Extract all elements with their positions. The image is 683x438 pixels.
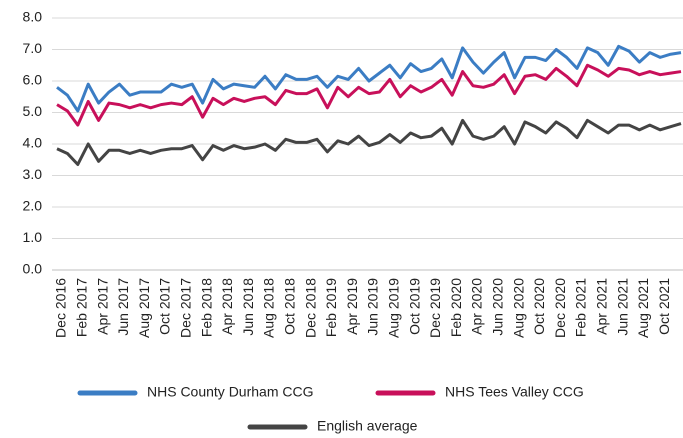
y-tick-label: 7.0 (23, 40, 43, 56)
y-tick-label: 0.0 (23, 261, 43, 277)
x-tick-label: Apr 2019 (344, 278, 360, 335)
x-tick-label: Aug 2021 (635, 278, 651, 338)
x-tick-label: Aug 2020 (510, 278, 526, 338)
x-tick-label: Oct 2019 (406, 278, 422, 335)
x-tick-label: Feb 2021 (573, 278, 589, 337)
x-tick-label: Feb 2018 (198, 278, 214, 337)
x-tick-label: Oct 2018 (282, 278, 298, 335)
x-tick-label: Feb 2019 (323, 278, 339, 337)
x-tick-label: Oct 2021 (656, 278, 672, 335)
y-tick-label: 1.0 (23, 229, 43, 245)
y-tick-label: 4.0 (23, 135, 43, 151)
legend-label: NHS County Durham CCG (147, 384, 314, 400)
x-tick-label: Jun 2021 (614, 278, 630, 336)
x-tick-label: Aug 2017 (136, 278, 152, 338)
x-tick-label: Dec 2016 (53, 278, 69, 338)
series-line (56, 118, 682, 166)
x-tick-label: Aug 2018 (261, 278, 277, 338)
x-tick-label: Oct 2017 (157, 278, 173, 335)
x-tick-label: Dec 2018 (302, 278, 318, 338)
x-tick-label: Dec 2020 (552, 278, 568, 338)
x-tick-label: Apr 2018 (219, 278, 235, 335)
x-tick-label: Jun 2018 (240, 278, 256, 336)
y-tick-label: 2.0 (23, 198, 43, 214)
x-tick-label: Dec 2019 (427, 278, 443, 338)
x-tick-label: Jun 2017 (115, 278, 131, 336)
x-tick-label: Apr 2020 (469, 278, 485, 335)
series-line (56, 63, 682, 127)
legend-label: NHS Tees Valley CCG (445, 384, 584, 400)
x-tick-label: Dec 2017 (178, 278, 194, 338)
x-tick-label: Apr 2021 (594, 278, 610, 335)
y-tick-label: 8.0 (23, 9, 43, 25)
x-tick-label: Apr 2017 (94, 278, 110, 335)
y-tick-label: 5.0 (23, 103, 43, 119)
x-tick-label: Feb 2020 (448, 278, 464, 337)
x-tick-label: Jun 2020 (490, 278, 506, 336)
x-tick-label: Aug 2019 (386, 278, 402, 338)
series-line (56, 44, 682, 113)
x-tick-label: Jun 2019 (365, 278, 381, 336)
x-tick-label: Oct 2020 (531, 278, 547, 335)
y-tick-label: 3.0 (23, 166, 43, 182)
y-tick-label: 6.0 (23, 72, 43, 88)
legend-label: English average (317, 418, 418, 434)
x-tick-label: Feb 2017 (74, 278, 90, 337)
